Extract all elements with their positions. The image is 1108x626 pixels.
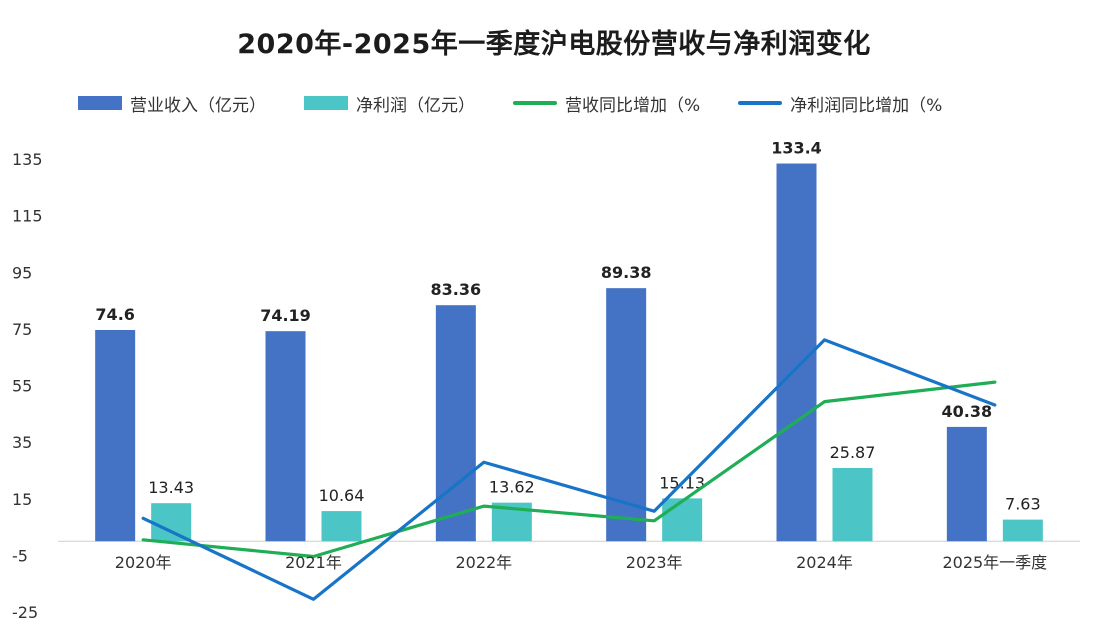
net-profit-bar: [662, 498, 703, 542]
legend-swatch-revenue-growth: [513, 101, 557, 105]
legend-swatch-net-profit: [304, 96, 348, 110]
legend-swatch-revenue: [78, 96, 122, 110]
y-tick-label: 135: [12, 150, 43, 169]
net-profit-data-label: 13.43: [148, 478, 194, 497]
legend: 营业收入（亿元） 净利润（亿元） 营收同比增加（% 净利润同比增加（%: [78, 90, 980, 116]
revenue-data-label: 74.19: [260, 306, 311, 325]
net-profit-data-label: 13.62: [489, 478, 535, 497]
revenue-data-label: 89.38: [601, 263, 652, 282]
chart-title: 2020年-2025年一季度沪电股份营收与净利润变化: [237, 29, 871, 60]
y-tick-label: 95: [12, 263, 32, 282]
y-tick-label: 55: [12, 377, 32, 396]
net-profit-data-label: 10.64: [319, 486, 365, 505]
x-tick-label: 2025年一季度: [942, 553, 1047, 572]
revenue-growth-line: [141, 380, 997, 559]
net-profit-data-label: 25.87: [830, 443, 876, 462]
legend-item-revenue: 营业收入（亿元）: [78, 91, 266, 116]
net-profit-bar: [1002, 519, 1043, 542]
revenue-bar: [946, 426, 987, 542]
net-profit-bar: [151, 503, 192, 542]
legend-item-revenue-growth: 营收同比增加（%: [513, 91, 700, 116]
net-profit-data-label: 7.63: [1005, 495, 1041, 514]
x-tick-label: 2024年: [796, 553, 853, 572]
y-tick-label: 75: [12, 320, 32, 339]
x-tick-label: 2021年: [285, 553, 342, 572]
revenue-data-label: 133.4: [771, 139, 822, 158]
legend-label-revenue: 营业收入（亿元）: [130, 95, 266, 116]
revenue-bar: [435, 305, 476, 542]
y-tick-label: -25: [12, 603, 38, 622]
y-tick-label: 15: [12, 490, 32, 509]
revenue-data-label: 74.6: [95, 305, 134, 324]
legend-label-revenue-growth: 营收同比增加（%: [565, 95, 701, 116]
revenue-data-label: 83.36: [431, 280, 482, 299]
x-tick-label: 2020年: [115, 553, 172, 572]
y-tick-label: 35: [12, 433, 32, 452]
revenue-bar: [265, 331, 306, 542]
net-profit-bar: [832, 467, 873, 542]
legend-label-net-profit: 净利润（亿元）: [356, 95, 475, 116]
net-profit-bar: [321, 511, 362, 542]
revenue-bar: [95, 330, 136, 542]
legend-label-profit-growth: 净利润同比增加（%: [790, 95, 943, 116]
y-tick-label: -5: [12, 546, 28, 565]
y-tick-label: 115: [12, 207, 43, 226]
legend-item-profit-growth: 净利润同比增加（%: [738, 91, 942, 116]
x-tick-label: 2022年: [455, 553, 512, 572]
legend-swatch-profit-growth: [738, 101, 783, 105]
revenue-data-label: 40.38: [942, 402, 993, 421]
x-tick-label: 2023年: [626, 553, 683, 572]
revenue-bar: [776, 163, 817, 542]
profit-growth-line: [141, 338, 997, 601]
legend-item-net-profit: 净利润（亿元）: [304, 91, 475, 116]
